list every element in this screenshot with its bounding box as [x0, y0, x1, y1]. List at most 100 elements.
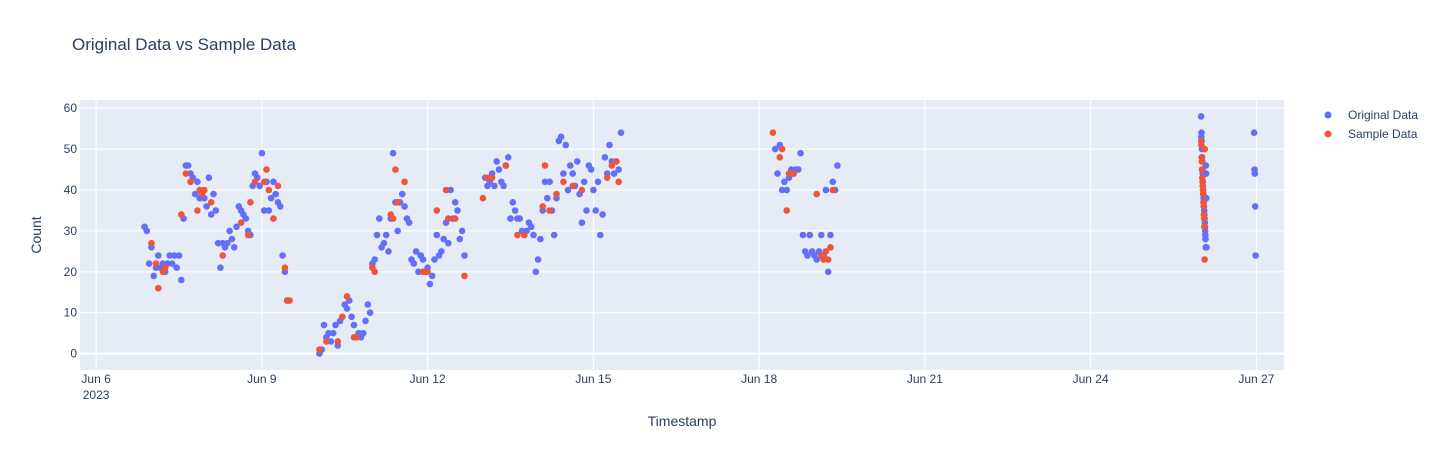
original-data-point[interactable]: [813, 256, 820, 263]
original-data-point[interactable]: [277, 203, 284, 210]
sample-data-point[interactable]: [343, 293, 351, 300]
original-data-point[interactable]: [1197, 113, 1205, 120]
original-data-point[interactable]: [230, 244, 238, 251]
original-data-point[interactable]: [601, 154, 609, 161]
original-data-point[interactable]: [774, 170, 781, 177]
original-data-point[interactable]: [527, 223, 535, 231]
original-data-point[interactable]: [178, 276, 185, 284]
sample-data-point[interactable]: [152, 260, 160, 267]
original-data-point[interactable]: [415, 268, 422, 276]
sample-data-point[interactable]: [790, 170, 797, 177]
original-data-point[interactable]: [534, 256, 542, 263]
sample-data-point[interactable]: [161, 264, 169, 272]
sample-data-point[interactable]: [371, 268, 379, 276]
original-data-point[interactable]: [143, 227, 151, 235]
original-data-point[interactable]: [550, 231, 558, 239]
original-data-point[interactable]: [509, 199, 517, 206]
original-data-point[interactable]: [829, 178, 837, 186]
original-data-point[interactable]: [504, 154, 512, 161]
sample-data-point[interactable]: [461, 272, 468, 280]
original-data-point[interactable]: [332, 321, 339, 329]
original-data-point[interactable]: [412, 248, 420, 255]
original-data-point[interactable]: [541, 178, 549, 186]
original-data-point[interactable]: [594, 178, 602, 186]
sample-data-point[interactable]: [824, 256, 832, 263]
original-data-point[interactable]: [260, 207, 268, 214]
sample-data-point[interactable]: [424, 268, 431, 276]
original-data-point[interactable]: [806, 231, 814, 239]
original-data-point[interactable]: [325, 329, 332, 337]
original-data-point[interactable]: [348, 313, 355, 321]
original-data-point[interactable]: [194, 178, 201, 186]
original-data-point[interactable]: [389, 149, 397, 157]
original-data-point[interactable]: [366, 309, 374, 317]
original-data-point[interactable]: [560, 170, 567, 177]
sample-data-point[interactable]: [514, 231, 521, 239]
original-data-point[interactable]: [405, 219, 413, 226]
sample-data-point[interactable]: [608, 162, 616, 169]
original-data-point[interactable]: [495, 166, 503, 173]
sample-data-point[interactable]: [569, 182, 576, 190]
sample-data-point[interactable]: [155, 284, 162, 292]
sample-data-point[interactable]: [148, 239, 155, 247]
original-data-point[interactable]: [493, 158, 501, 165]
sample-data-point[interactable]: [553, 190, 560, 198]
original-data-point[interactable]: [385, 248, 392, 255]
original-data-point[interactable]: [343, 305, 351, 312]
sample-data-point[interactable]: [502, 162, 510, 169]
sample-data-point[interactable]: [265, 186, 273, 194]
original-data-point[interactable]: [447, 186, 454, 194]
original-data-point[interactable]: [597, 231, 604, 239]
original-data-point[interactable]: [350, 321, 358, 329]
sample-data-point[interactable]: [445, 215, 452, 222]
original-data-point[interactable]: [401, 203, 408, 210]
original-data-point[interactable]: [799, 231, 807, 239]
original-data-point[interactable]: [1252, 252, 1259, 259]
original-data-point[interactable]: [256, 182, 263, 190]
sample-data-point[interactable]: [451, 215, 459, 222]
sample-data-point[interactable]: [769, 129, 777, 136]
sample-data-point[interactable]: [1201, 223, 1208, 231]
original-data-point[interactable]: [394, 227, 402, 235]
original-data-point[interactable]: [155, 252, 162, 259]
original-data-point[interactable]: [580, 178, 588, 186]
legend-item-original[interactable]: Original Data: [1324, 108, 1419, 122]
original-data-point[interactable]: [795, 166, 802, 173]
sample-data-point[interactable]: [389, 215, 397, 222]
original-data-point[interactable]: [431, 256, 438, 263]
sample-data-point[interactable]: [270, 215, 277, 222]
original-data-point[interactable]: [410, 260, 418, 267]
original-data-point[interactable]: [373, 231, 381, 239]
sample-data-point[interactable]: [419, 268, 427, 276]
original-data-point[interactable]: [537, 235, 544, 243]
original-data-point[interactable]: [376, 215, 383, 222]
sample-data-point[interactable]: [785, 170, 793, 177]
plot-area[interactable]: [80, 100, 1284, 370]
sample-data-point[interactable]: [479, 194, 487, 202]
sample-data-point[interactable]: [521, 231, 528, 239]
original-data-point[interactable]: [1198, 129, 1205, 136]
sample-data-point[interactable]: [1200, 215, 1208, 222]
original-data-point[interactable]: [224, 239, 231, 247]
original-data-point[interactable]: [359, 329, 367, 337]
original-data-point[interactable]: [433, 231, 441, 239]
sample-data-point[interactable]: [182, 170, 190, 177]
sample-data-point[interactable]: [194, 207, 201, 214]
original-data-point[interactable]: [532, 268, 540, 276]
original-data-point[interactable]: [511, 207, 519, 214]
original-data-point[interactable]: [606, 141, 613, 149]
sample-data-point[interactable]: [603, 174, 611, 181]
sample-data-point[interactable]: [1198, 166, 1206, 173]
sample-data-point[interactable]: [820, 256, 827, 263]
sample-data-point[interactable]: [778, 145, 786, 153]
original-data-point[interactable]: [327, 338, 335, 345]
sample-data-point[interactable]: [244, 231, 252, 239]
original-data-point[interactable]: [267, 194, 275, 202]
original-data-point[interactable]: [781, 178, 788, 186]
sample-data-point[interactable]: [578, 186, 586, 194]
sample-data-point[interactable]: [546, 207, 553, 214]
original-data-point[interactable]: [203, 203, 210, 210]
original-data-point[interactable]: [804, 252, 811, 259]
sample-data-point[interactable]: [237, 219, 245, 226]
original-data-point[interactable]: [265, 207, 273, 214]
